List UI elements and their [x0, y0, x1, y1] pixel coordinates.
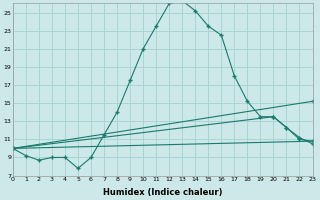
- X-axis label: Humidex (Indice chaleur): Humidex (Indice chaleur): [103, 188, 222, 197]
